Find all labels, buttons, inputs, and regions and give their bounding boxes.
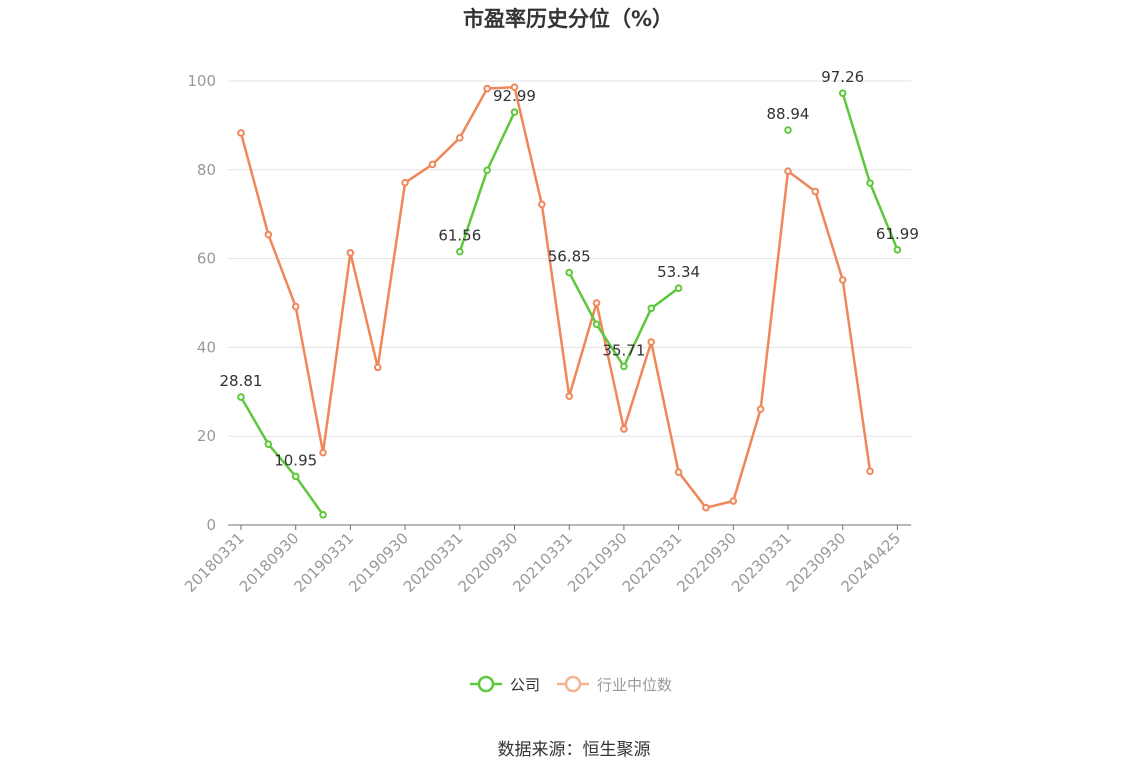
- data-point[interactable]: [811, 187, 820, 196]
- series-1: [237, 83, 874, 512]
- data-point[interactable]: [620, 362, 628, 371]
- data-point[interactable]: [483, 166, 491, 175]
- data-label: 28.81: [220, 372, 263, 390]
- data-label: 61.99: [876, 225, 919, 243]
- data-label: 53.34: [657, 263, 700, 281]
- source-note: 数据来源：恒生聚源: [498, 740, 651, 760]
- legend[interactable]: 公司 行业中位数: [470, 675, 672, 694]
- series-layer: [237, 83, 902, 519]
- data-point[interactable]: [291, 302, 300, 311]
- data-point[interactable]: [647, 304, 656, 313]
- data-point[interactable]: [373, 363, 382, 372]
- data-label: 97.26: [821, 68, 864, 86]
- y-tick-label: 60: [197, 250, 216, 268]
- data-point[interactable]: [592, 299, 601, 307]
- data-label: 92.99: [493, 87, 536, 105]
- y-tick-label: 20: [197, 427, 216, 445]
- data-point[interactable]: [702, 503, 710, 512]
- data-point[interactable]: [428, 160, 437, 169]
- data-labels: 28.81 10.95 61.56 92.99 56.85 35.71 53.34 88.94…: [220, 68, 919, 469]
- data-point[interactable]: [319, 448, 327, 457]
- data-label: 61.56: [438, 227, 481, 245]
- data-point[interactable]: [729, 497, 738, 505]
- data-point[interactable]: [674, 468, 683, 476]
- x-tick-label: 20240425: [838, 529, 905, 596]
- data-point[interactable]: [565, 268, 574, 277]
- x-axis: 2018033120180930201903312019093020200331…: [181, 524, 911, 596]
- data-point[interactable]: [319, 510, 327, 519]
- y-tick-label: 80: [197, 161, 216, 179]
- legend-marker-icon: [477, 675, 495, 693]
- data-point[interactable]: [510, 108, 519, 116]
- data-point[interactable]: [346, 249, 355, 257]
- y-tick-label: 100: [187, 72, 216, 90]
- data-point[interactable]: [784, 126, 792, 134]
- grid-lines: [228, 80, 911, 437]
- legend-marker-icon: [564, 675, 582, 693]
- data-point[interactable]: [620, 425, 628, 433]
- data-point[interactable]: [456, 134, 464, 142]
- data-point[interactable]: [866, 179, 874, 187]
- data-point[interactable]: [456, 247, 464, 256]
- data-point[interactable]: [784, 167, 792, 175]
- data-point[interactable]: [401, 178, 409, 187]
- data-label: 10.95: [274, 451, 317, 469]
- data-point[interactable]: [893, 245, 902, 254]
- y-axis-ticks: 0 20 40 60 80 100: [187, 72, 216, 534]
- data-label: 56.85: [548, 248, 591, 266]
- data-point[interactable]: [866, 467, 874, 476]
- data-point[interactable]: [838, 89, 847, 97]
- series-line: [239, 85, 872, 509]
- data-point[interactable]: [538, 200, 546, 209]
- data-point[interactable]: [237, 129, 245, 137]
- data-point[interactable]: [483, 84, 491, 93]
- legend-item-0[interactable]: 公司: [470, 675, 540, 694]
- series-0: [237, 89, 902, 519]
- data-point[interactable]: [838, 276, 847, 284]
- data-point[interactable]: [291, 472, 300, 481]
- series-line: [239, 396, 325, 516]
- data-point[interactable]: [647, 338, 656, 346]
- y-tick-label: 40: [197, 338, 216, 356]
- data-point[interactable]: [592, 320, 601, 329]
- legend-label: 公司: [510, 676, 540, 694]
- data-label: 35.71: [602, 341, 645, 359]
- data-label: 88.94: [767, 105, 810, 123]
- legend-item-1[interactable]: 行业中位数: [557, 675, 672, 694]
- data-point[interactable]: [674, 284, 683, 292]
- legend-label: 行业中位数: [597, 676, 672, 694]
- data-point[interactable]: [237, 393, 245, 401]
- data-point[interactable]: [756, 405, 765, 413]
- data-point[interactable]: [510, 83, 519, 92]
- y-tick-label: 0: [206, 516, 216, 534]
- chart-title: 市盈率历史分位（%）: [463, 7, 673, 31]
- data-point[interactable]: [565, 392, 574, 401]
- data-point[interactable]: [264, 230, 273, 239]
- data-point[interactable]: [264, 440, 273, 448]
